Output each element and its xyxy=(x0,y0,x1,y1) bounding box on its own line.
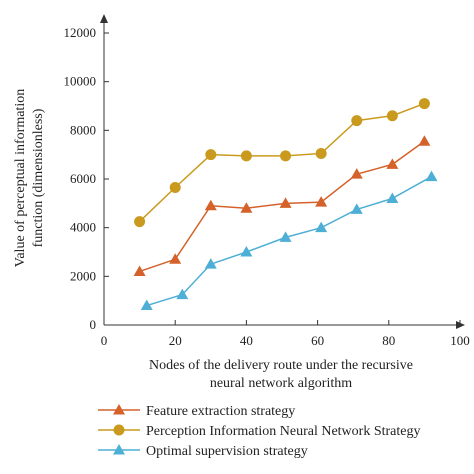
data-point-marker xyxy=(315,147,327,159)
data-point-marker xyxy=(240,202,253,213)
data-point-marker xyxy=(386,158,399,169)
data-point-marker xyxy=(134,216,146,228)
data-point-marker xyxy=(240,246,253,257)
legend: Feature extraction strategy Perception In… xyxy=(98,404,420,459)
data-point-marker xyxy=(176,288,189,300)
x-tick-label: 0 xyxy=(101,333,108,348)
data-point-marker xyxy=(350,203,363,214)
legend-marker xyxy=(113,444,125,455)
ticks: 0 20 40 60 80 100 0 2000 4000 6000 8000 10000 12000 xyxy=(64,25,470,348)
data-point-marker xyxy=(280,150,292,162)
y-axis-title-line-2: function (dimensionless) xyxy=(31,108,46,247)
legend-label: Perception Information Neural Network St… xyxy=(146,424,420,439)
y-axis-arrow xyxy=(100,14,108,23)
x-tick-label: 40 xyxy=(240,333,253,348)
y-tick-label: 6000 xyxy=(70,171,96,186)
legend-marker xyxy=(113,404,125,415)
y-tick-label: 2000 xyxy=(70,268,96,283)
data-point-marker xyxy=(425,170,438,182)
y-tick-label: 10000 xyxy=(64,74,97,89)
data-point-marker xyxy=(279,231,292,242)
legend-marker xyxy=(113,424,125,436)
series-1 xyxy=(133,135,431,276)
legend-item: Feature extraction strategy xyxy=(98,404,295,419)
axis-titles: Nodes of the delivery route under the re… xyxy=(13,89,413,391)
x-tick-label: 100 xyxy=(450,333,470,348)
data-point-marker xyxy=(315,196,328,207)
data-point-marker xyxy=(133,265,146,276)
axes xyxy=(100,14,465,329)
data-point-marker xyxy=(418,98,430,110)
x-axis-title-line-2: neural network algorithm xyxy=(210,376,352,391)
y-tick-label: 8000 xyxy=(70,122,96,137)
x-axis-title-line-1: Nodes of the delivery route under the re… xyxy=(149,358,413,373)
data-point-marker xyxy=(169,253,182,264)
y-tick-label: 0 xyxy=(90,317,97,332)
data-point-marker xyxy=(240,150,252,162)
y-tick-label: 12000 xyxy=(64,25,97,40)
legend-label: Feature extraction strategy xyxy=(146,404,295,419)
series-layer xyxy=(133,98,438,311)
series-2 xyxy=(134,98,430,228)
data-point-marker xyxy=(169,182,181,194)
data-point-marker xyxy=(418,135,431,146)
y-axis-title-line-1: Value of perceptual information xyxy=(13,89,28,267)
legend-label: Optimal supervision strategy xyxy=(146,444,308,459)
data-point-marker xyxy=(386,192,399,203)
x-tick-label: 60 xyxy=(311,333,324,348)
x-tick-label: 20 xyxy=(169,333,182,348)
data-point-marker xyxy=(386,110,398,122)
data-point-marker xyxy=(204,199,217,211)
data-point-marker xyxy=(351,115,363,127)
legend-item: Optimal supervision strategy xyxy=(98,444,308,459)
x-tick-label: 80 xyxy=(382,333,395,348)
data-point-marker xyxy=(140,299,153,311)
data-point-marker xyxy=(204,258,217,269)
data-point-marker xyxy=(279,197,292,208)
data-point-marker xyxy=(315,221,328,233)
legend-item: Perception Information Neural Network St… xyxy=(98,424,420,439)
data-point-marker xyxy=(350,168,363,179)
series-3 xyxy=(140,170,438,311)
data-point-marker xyxy=(205,149,217,161)
y-tick-label: 4000 xyxy=(70,220,96,235)
